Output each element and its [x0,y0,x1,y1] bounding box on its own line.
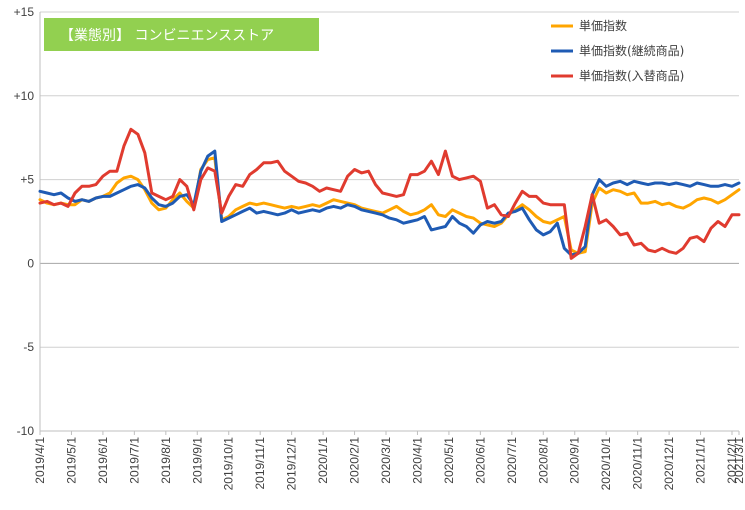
series-line-1 [38,156,741,255]
x-tick-label: 2020/4/1 [410,437,424,484]
x-tick-label: 2020/9/1 [568,437,582,484]
y-tick-label: +15 [14,5,35,19]
title-background [44,18,319,51]
legend-label-2: 単価指数(継続商品) [579,43,684,58]
x-tick-label: 2019/11/1 [253,437,267,490]
x-tick-label: 2020/7/1 [505,437,519,484]
x-tick-label: 2020/11/1 [631,437,645,490]
x-tick-label: 2020/10/1 [599,437,613,491]
x-tick-label: 2020/1/1 [316,437,330,484]
x-tick-label: 2019/6/1 [96,437,110,484]
x-tick-label: 2019/12/1 [285,437,299,491]
y-tick-label: -5 [23,340,34,354]
x-tick-label: 2019/4/1 [33,437,47,484]
y-tick-label: +5 [20,173,34,187]
axes [39,12,739,432]
x-tick-label: 2020/12/1 [662,437,676,491]
x-tick-label: 2020/3/1 [379,437,393,484]
y-tick-label: -10 [17,424,35,438]
x-tick-label: 2021/2/1 [725,437,739,484]
y-tick-labels: +15 +10 +5 0 -5 -10 [14,5,35,438]
legend-label-3: 単価指数(入替商品) [579,68,684,83]
chart-title-box: 【業態別】 コンビニエンスストア [44,18,319,51]
x-tick-label: 2020/6/1 [473,437,487,484]
chart-title: 【業態別】 コンビニエンスストア [60,28,274,44]
x-tick-label: 2020/5/1 [442,437,456,484]
x-tick-label: 2021/1/1 [694,437,708,484]
y-tick-label: 0 [27,256,34,270]
x-tick-label: 2019/5/1 [64,437,78,484]
x-tick-label: 2019/9/1 [190,437,204,484]
x-tick-labels: 2019/4/1 2019/5/1 2019/6/1 2019/7/1 2019/8/1… [33,431,745,490]
x-tick-label: 2020/8/1 [536,437,550,484]
x-tick-label: 2019/10/1 [222,437,236,491]
legend-label-1: 単価指数 [579,18,627,33]
series-lines [38,127,741,260]
series-line-2 [38,149,741,257]
x-tick-label: 2019/8/1 [159,437,173,484]
series-line-3 [38,127,741,260]
y-tick-label: +10 [14,89,35,103]
x-tick-label: 2020/2/1 [348,437,362,484]
x-tick-label: 2021/3/1 [732,437,745,484]
x-tick-label: 2019/7/1 [127,437,141,484]
